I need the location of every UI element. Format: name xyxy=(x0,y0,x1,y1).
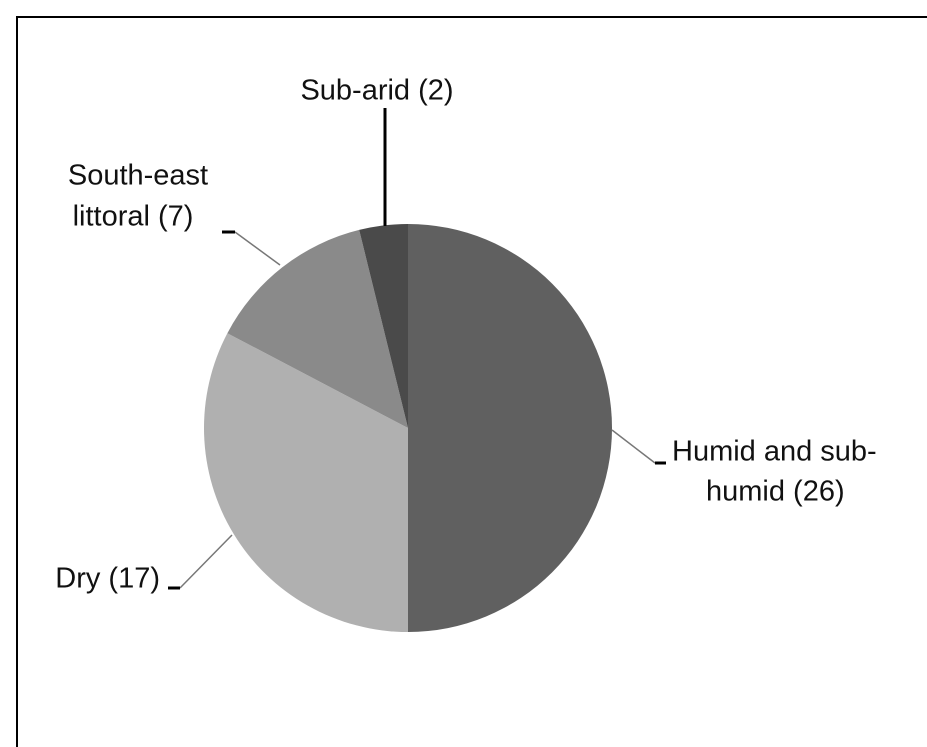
leader-line xyxy=(234,231,281,266)
pie-slice xyxy=(204,333,408,632)
data-label: littoral (7) xyxy=(73,201,194,233)
pie-slice xyxy=(359,224,408,428)
pie-slice xyxy=(227,229,408,428)
leader-line xyxy=(179,534,233,589)
data-label: Sub-arid (2) xyxy=(300,75,453,107)
leader-line xyxy=(611,429,656,464)
data-label: humid (26) xyxy=(706,476,845,508)
data-label: Dry (17) xyxy=(55,563,160,595)
data-label: South-east xyxy=(68,160,208,192)
pie-slice xyxy=(408,224,612,632)
data-label: Humid and sub- xyxy=(672,436,877,468)
frame xyxy=(16,16,927,747)
